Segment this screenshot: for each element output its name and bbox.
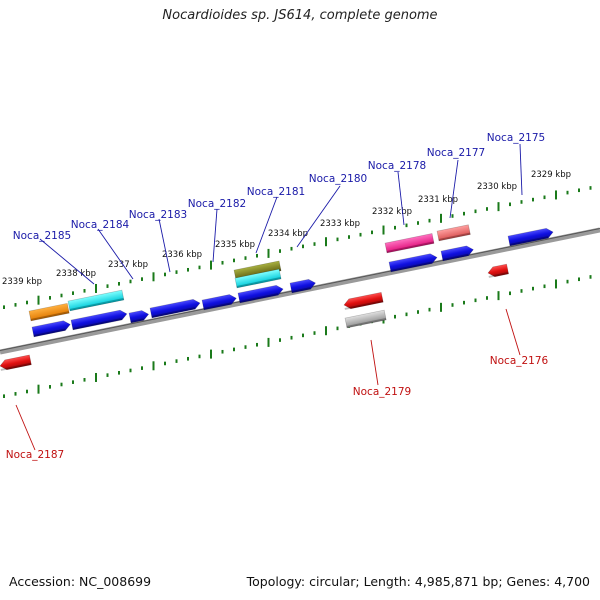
tick-label: 2332 kbp <box>372 207 412 217</box>
gene-leader-line <box>15 404 36 451</box>
gene-orange-feature[interactable] <box>28 302 70 322</box>
gene-leader-line <box>158 218 171 273</box>
gene-gray-feature[interactable] <box>344 309 387 329</box>
tick-label: 2338 kbp <box>56 269 96 279</box>
gene-noca-2184b[interactable] <box>128 309 150 324</box>
tick-label: 2333 kbp <box>320 219 360 229</box>
gene-label-noca-2177[interactable]: Noca_2177 <box>427 147 485 159</box>
gene-noca-2182[interactable] <box>201 293 237 311</box>
gene-noca-2176[interactable] <box>487 263 509 278</box>
gene-cyan-feature[interactable] <box>67 289 125 312</box>
gene-leader-line <box>397 171 405 226</box>
gene-label-noca-2185[interactable]: Noca_2185 <box>13 230 71 242</box>
gene-leader-line <box>505 308 521 356</box>
gene-leader-line <box>97 228 134 280</box>
gene-noca-2183[interactable] <box>149 298 201 319</box>
gene-layer <box>0 224 554 371</box>
gene-noca-2177b[interactable] <box>440 245 474 262</box>
gene-leader-line <box>255 196 278 254</box>
gene-label-noca-2180[interactable]: Noca_2180 <box>309 173 367 185</box>
gene-label-noca-2176[interactable]: Noca_2176 <box>490 355 549 367</box>
tick-layer: 2329 kbp 2330 kbp 2331 kbp 2332 kbp 2333 kbp… <box>2 170 592 398</box>
tick-label: 2331 kbp <box>418 195 458 205</box>
gene-noca-2179[interactable] <box>343 291 384 310</box>
tick-label: 2335 kbp <box>215 240 255 250</box>
gene-noca-2186[interactable] <box>31 320 71 338</box>
tick-label: 2336 kbp <box>162 250 202 260</box>
gene-label-noca-2187[interactable]: Noca_2187 <box>6 449 64 461</box>
gene-pink-feature[interactable] <box>384 233 435 254</box>
gene-salmon-feature[interactable] <box>436 224 471 242</box>
gene-noca-2180[interactable] <box>289 278 316 294</box>
gene-leader-line <box>519 143 523 196</box>
gene-leader-line <box>39 238 95 285</box>
gene-noca-2175[interactable] <box>507 227 554 247</box>
gene-noca-2181[interactable] <box>237 284 284 304</box>
gene-label-noca-2175[interactable]: Noca_2175 <box>487 132 545 144</box>
gene-noca-2185[interactable] <box>70 309 128 331</box>
tick-label: 2337 kbp <box>108 260 148 270</box>
tick-label: 2330 kbp <box>477 182 517 192</box>
gene-label-noca-2179[interactable]: Noca_2179 <box>353 386 411 398</box>
tick-label: 2329 kbp <box>531 170 571 180</box>
gene-noca-2187[interactable] <box>0 354 32 371</box>
accession-label: Accession: NC_008699 <box>9 574 152 589</box>
tick-label: 2339 kbp <box>2 277 42 287</box>
gene-leader-line <box>370 339 379 386</box>
gene-leader-line <box>449 159 459 219</box>
topology-label: Topology: circular; Length: 4,985,871 bp… <box>246 574 590 589</box>
leader-layer <box>15 143 523 451</box>
gene-label-noca-2178[interactable]: Noca_2178 <box>368 160 426 172</box>
gene-label-noca-2184[interactable]: Noca_2184 <box>71 219 130 231</box>
tick-label: 2334 kbp <box>268 229 308 239</box>
gene-label-noca-2181[interactable]: Noca_2181 <box>247 186 305 198</box>
gene-label-noca-2182[interactable]: Noca_2182 <box>188 198 246 210</box>
gene-leader-line <box>212 208 218 263</box>
map-title: Nocardioides sp. JS614, complete genome <box>162 8 438 23</box>
gene-noca-2178[interactable] <box>388 253 438 273</box>
gene-leader-line <box>296 185 341 248</box>
gene-cyan-feature-2[interactable] <box>234 268 282 289</box>
gene-label-noca-2183[interactable]: Noca_2183 <box>129 209 187 221</box>
